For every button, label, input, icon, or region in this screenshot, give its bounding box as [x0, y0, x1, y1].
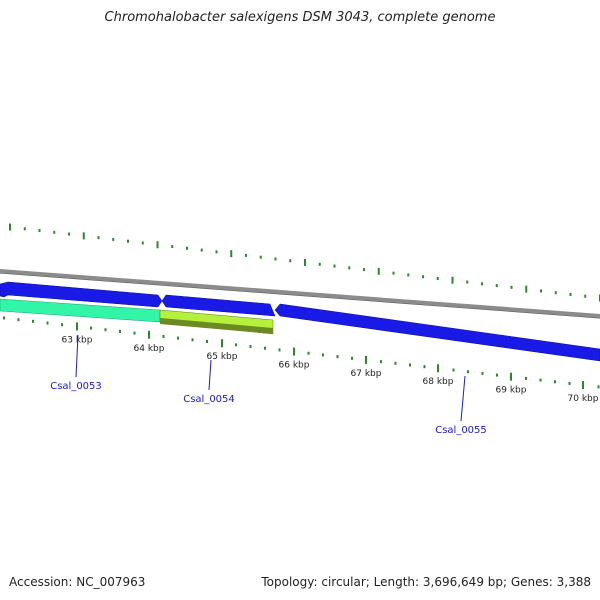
- gene-labels: Csal_0053 Csal_0054 Csal_0055: [50, 334, 487, 436]
- scale-label: 64 kbp: [134, 344, 165, 354]
- map-title: Chromohalobacter salexigens DSM 3043, co…: [104, 10, 496, 25]
- reverse-gene-track: [0, 298, 274, 335]
- scale-label: 68 kbp: [423, 377, 454, 387]
- gene-label-csal-0054[interactable]: Csal_0054: [183, 394, 235, 405]
- scale-label: 67 kbp: [351, 369, 382, 379]
- scale-label: 69 kbp: [496, 386, 527, 396]
- scale-label: 66 kbp: [279, 361, 310, 371]
- gene-arrow-forward-left[interactable]: [0, 281, 163, 308]
- scale-label: 63 kbp: [62, 335, 93, 345]
- scale-label: 65 kbp: [207, 352, 238, 362]
- outer-tick-row: [9, 223, 600, 302]
- inner-tick-row: [3, 316, 600, 390]
- gene-leader-line: [75, 334, 79, 378]
- gene-arrow-forward-middle[interactable]: [161, 294, 276, 317]
- gene-label-csal-0055[interactable]: Csal_0055: [435, 425, 487, 436]
- forward-gene-track: [0, 281, 600, 362]
- scale-labels: 63 kbp 64 kbp 65 kbp 66 kbp 67 kbp 68 kbp 69 k…: [62, 335, 599, 404]
- scale-label: 70 kbp: [568, 394, 599, 404]
- gene-leader-line: [208, 359, 212, 391]
- accession-label: Accession: NC_007963: [9, 575, 146, 589]
- gene-arrow-csal-0054-shadow: [160, 318, 273, 334]
- gene-label-csal-0053[interactable]: Csal_0053: [50, 381, 102, 392]
- genome-summary: Topology: circular; Length: 3,696,649 bp…: [261, 575, 591, 589]
- genome-backbone: [0, 269, 600, 318]
- gene-leader-line: [460, 375, 466, 422]
- gene-arrow-csal-0055[interactable]: [274, 303, 600, 362]
